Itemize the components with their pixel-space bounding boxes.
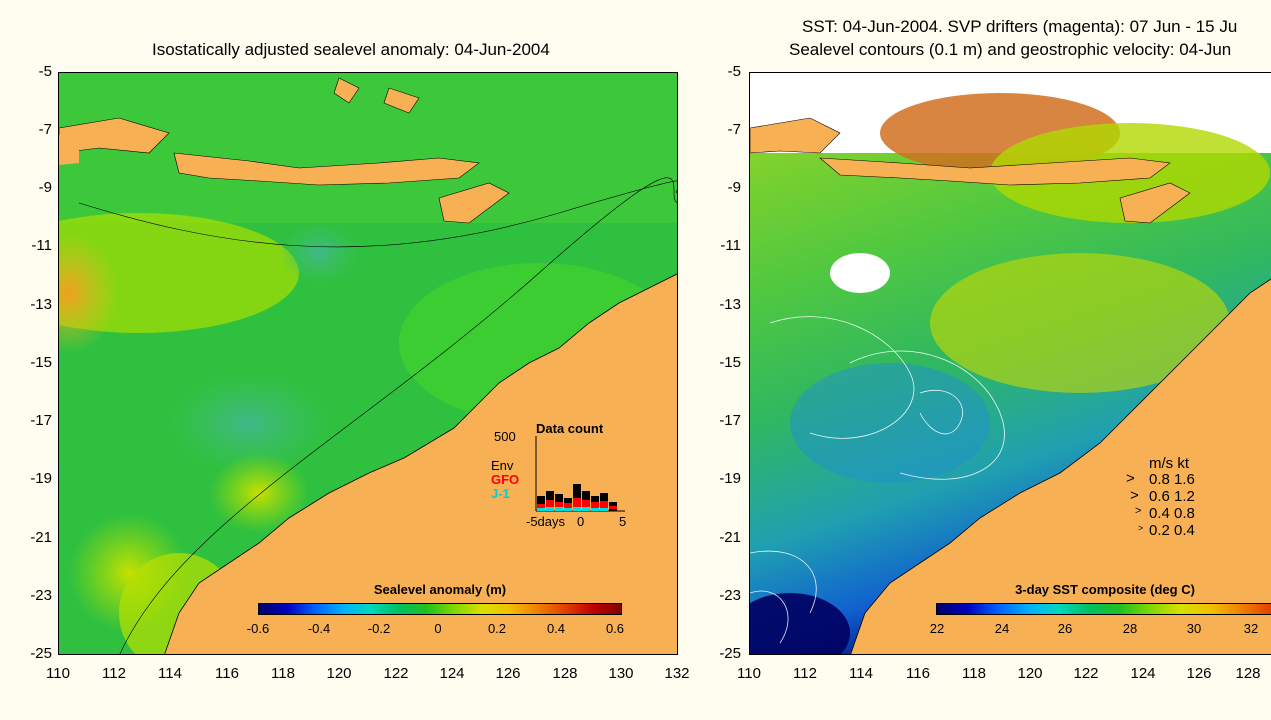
left-ytick: -25 bbox=[30, 645, 52, 662]
left-colorbar-tick: 0.2 bbox=[487, 621, 507, 636]
inset-bars bbox=[537, 484, 617, 511]
left-xtick: 126 bbox=[495, 665, 521, 682]
left-colorbar bbox=[258, 603, 622, 615]
right-ytick: -25 bbox=[719, 645, 741, 662]
inset-j1-label: J-1 bbox=[491, 486, 510, 501]
left-colorbar-tick: -0.4 bbox=[307, 621, 331, 636]
left-ytick: -23 bbox=[30, 587, 52, 604]
left-colorbar-tick: 0.6 bbox=[605, 621, 625, 636]
velocity-arrow-icon: > bbox=[1138, 523, 1144, 533]
left-xtick: 116 bbox=[215, 665, 239, 682]
right-ytick: -9 bbox=[727, 179, 741, 196]
left-xtick: 122 bbox=[383, 665, 409, 682]
right-xtick: 122 bbox=[1073, 665, 1099, 682]
right-colorbar-label: 3-day SST composite (deg C) bbox=[1015, 582, 1195, 597]
left-xtick: 118 bbox=[271, 665, 295, 682]
left-xtick: 124 bbox=[439, 665, 465, 682]
left-ytick: -5 bbox=[38, 63, 52, 80]
sst-map-svg bbox=[750, 73, 1271, 654]
right-colorbar bbox=[936, 603, 1271, 615]
velocity-arrow-icon: > bbox=[1126, 470, 1135, 487]
right-xtick: 116 bbox=[906, 665, 930, 682]
inset-xlabel-mid: 0 bbox=[577, 514, 585, 529]
left-ytick: -13 bbox=[30, 296, 52, 313]
left-colorbar-label: Sealevel anomaly (m) bbox=[373, 582, 507, 597]
right-xtick: 118 bbox=[962, 665, 986, 682]
right-xtick: 112 bbox=[793, 665, 817, 682]
sealevel-anomaly-map[interactable] bbox=[58, 72, 678, 655]
left-xtick: 114 bbox=[158, 665, 182, 682]
right-xtick: 126 bbox=[1186, 665, 1212, 682]
left-xtick: 130 bbox=[608, 665, 634, 682]
right-xtick: 114 bbox=[849, 665, 873, 682]
inset-xlabel-left: -5days bbox=[526, 514, 566, 529]
left-ytick: -21 bbox=[30, 529, 52, 546]
left-colorbar-tick: 0 bbox=[434, 621, 442, 636]
right-ytick: -19 bbox=[719, 470, 741, 487]
right-map-title-line1: SST: 04-Jun-2004. SVP drifters (magenta)… bbox=[802, 17, 1238, 36]
right-map-title-line2: Sealevel contours (0.1 m) and geostrophi… bbox=[789, 40, 1232, 59]
left-xtick: 132 bbox=[664, 665, 690, 682]
right-xtick: 120 bbox=[1017, 665, 1043, 682]
sst-map[interactable] bbox=[749, 72, 1271, 655]
left-ytick: -9 bbox=[38, 179, 52, 196]
right-ytick: -5 bbox=[727, 63, 741, 80]
left-xtick: 112 bbox=[102, 665, 126, 682]
inset-gfo-label: GFO bbox=[491, 472, 520, 487]
right-ytick: -13 bbox=[719, 296, 741, 313]
sealevel-map-svg bbox=[59, 73, 677, 654]
left-xtick: 110 bbox=[46, 665, 70, 682]
velocity-legend-row: 0.4 0.8 bbox=[1149, 505, 1195, 522]
left-colorbar-tick: -0.6 bbox=[246, 621, 270, 636]
right-ytick: -21 bbox=[719, 529, 741, 546]
left-ytick: -17 bbox=[30, 412, 52, 429]
right-colorbar-tick: 26 bbox=[1057, 621, 1073, 636]
right-colorbar-tick: 24 bbox=[994, 621, 1010, 636]
right-ytick: -23 bbox=[719, 587, 741, 604]
right-ytick: -7 bbox=[727, 121, 741, 138]
left-xtick: 128 bbox=[552, 665, 578, 682]
left-ytick: -11 bbox=[31, 237, 52, 254]
inset-xlabel-right: 5 bbox=[619, 514, 627, 529]
left-ytick: -7 bbox=[38, 121, 52, 138]
inset-max-label: 500 bbox=[494, 429, 516, 444]
left-colorbar-tick: 0.4 bbox=[546, 621, 566, 636]
left-ytick: -19 bbox=[30, 470, 52, 487]
inset-env-label: Env bbox=[491, 458, 514, 473]
velocity-legend-row: 0.6 1.2 bbox=[1149, 488, 1195, 505]
velocity-legend-row: 0.2 0.4 bbox=[1149, 522, 1195, 539]
velocity-arrow-icon: > bbox=[1135, 505, 1142, 517]
right-ytick: -15 bbox=[719, 354, 741, 371]
right-xtick: 110 bbox=[737, 665, 761, 682]
left-map-title: Isostatically adjusted sealevel anomaly:… bbox=[152, 40, 550, 59]
left-colorbar-tick: -0.2 bbox=[367, 621, 391, 636]
right-colorbar-tick: 22 bbox=[929, 621, 945, 636]
right-ytick: -17 bbox=[719, 412, 741, 429]
right-colorbar-tick: 30 bbox=[1186, 621, 1202, 636]
left-ytick: -15 bbox=[30, 354, 52, 371]
velocity-legend-row: 0.8 1.6 bbox=[1149, 471, 1195, 488]
right-colorbar-tick: 28 bbox=[1122, 621, 1138, 636]
left-xtick: 120 bbox=[326, 665, 352, 682]
right-xtick: 128 bbox=[1235, 665, 1261, 682]
velocity-legend-header: m/s kt bbox=[1149, 455, 1189, 472]
velocity-arrow-icon: > bbox=[1130, 487, 1139, 504]
right-xtick: 124 bbox=[1130, 665, 1156, 682]
inset-bar-chart bbox=[535, 436, 625, 512]
right-ytick: -11 bbox=[720, 237, 741, 254]
right-colorbar-tick: 32 bbox=[1243, 621, 1259, 636]
inset-title: Data count bbox=[536, 421, 604, 436]
